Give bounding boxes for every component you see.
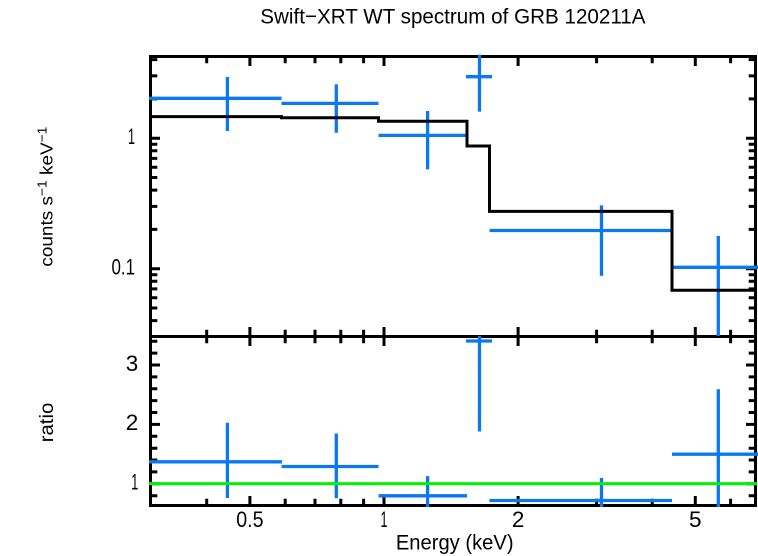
svg-text:1: 1 xyxy=(131,470,138,495)
svg-text:5: 5 xyxy=(689,507,702,532)
svg-text:0.5: 0.5 xyxy=(236,507,263,532)
svg-text:ratio: ratio xyxy=(37,403,58,443)
svg-text:Energy (keV): Energy (keV) xyxy=(396,532,514,555)
svg-text:2: 2 xyxy=(512,507,525,532)
svg-text:1: 1 xyxy=(381,507,388,532)
svg-text:counts s−1 keV−1: counts s−1 keV−1 xyxy=(35,127,57,267)
svg-text:3: 3 xyxy=(126,351,139,376)
svg-text:Swift−XRT WT spectrum of GRB 1: Swift−XRT WT spectrum of GRB 120211A xyxy=(260,5,646,29)
svg-text:1: 1 xyxy=(128,124,135,149)
svg-text:0.1: 0.1 xyxy=(112,255,136,280)
svg-text:2: 2 xyxy=(126,410,139,435)
